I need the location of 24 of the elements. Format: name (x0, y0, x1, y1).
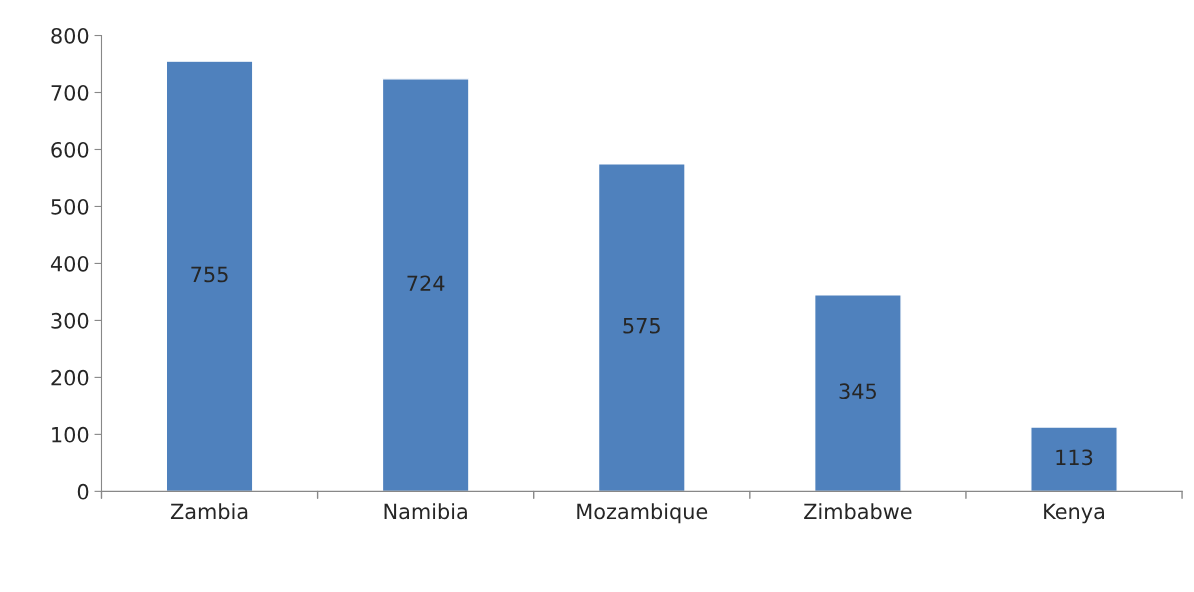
y-tick-label: 300 (51, 312, 89, 329)
y-tick-label: 600 (51, 141, 89, 158)
x-tick-label: Zimbabwe (804, 503, 912, 520)
bar (381, 78, 470, 492)
x-tick-label: Mozambique (577, 503, 708, 524)
bar (597, 163, 686, 492)
data-label: 113 (1056, 449, 1093, 466)
data-label: 345 (839, 383, 876, 400)
bar (165, 60, 254, 492)
x-tick-label: Kenya (1044, 503, 1104, 524)
x-tick-label: Zambia (170, 503, 248, 520)
y-tick-label: 400 (50, 255, 89, 272)
data-label: 575 (623, 318, 660, 334)
y-tick-label: 800 (51, 27, 89, 44)
data-label: 724 (407, 275, 445, 291)
x-tick-label: Namibia (384, 503, 467, 520)
bar (1030, 426, 1118, 492)
y-tick-label: 700 (51, 84, 89, 101)
y-tick-label: 0 (77, 483, 89, 500)
bar (813, 294, 902, 492)
y-tick-label: 200 (51, 369, 89, 386)
y-tick-label: 100 (52, 426, 89, 443)
data-label: 755 (191, 266, 228, 283)
y-tick-label: 500 (51, 198, 89, 215)
